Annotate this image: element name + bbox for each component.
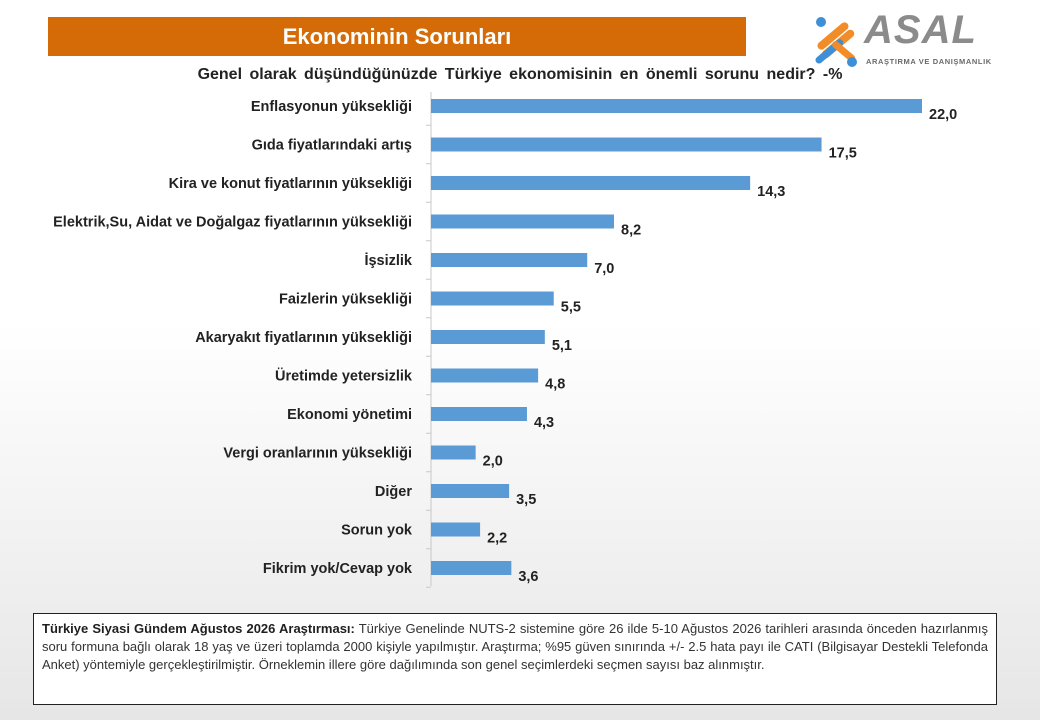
data-label: 5,1 xyxy=(552,338,572,354)
category-label: Sorun yok xyxy=(341,523,413,539)
bar xyxy=(431,137,822,152)
data-label: 4,3 xyxy=(534,415,554,431)
bar xyxy=(431,407,527,421)
data-label: 3,6 xyxy=(518,569,538,585)
bar xyxy=(431,253,588,267)
note-body: Türkiye Genelinde NUTS-2 sistemine göre … xyxy=(42,621,988,672)
logo-tagline: ARAŞTIRMA VE DANIŞMANLIK xyxy=(866,57,992,66)
bar xyxy=(431,291,554,306)
category-label: İşsizlik xyxy=(364,252,412,269)
category-label: Fikrim yok/Cevap yok xyxy=(263,561,413,577)
category-label: Akaryakıt fiyatlarının yüksekliği xyxy=(195,330,412,346)
bar xyxy=(431,484,510,498)
category-label: Vergi oranlarının yüksekliği xyxy=(223,446,412,462)
category-label: Elektrik,Su, Aidat ve Doğalgaz fiyatları… xyxy=(53,215,412,231)
data-label: 7,0 xyxy=(594,261,614,277)
data-label: 2,0 xyxy=(483,454,503,470)
category-label: Faizlerin yüksekliği xyxy=(279,292,412,308)
bar xyxy=(431,368,539,383)
chart-title: Genel olarak düşündüğünüzde Türkiye ekon… xyxy=(197,66,843,83)
bar xyxy=(431,214,615,229)
data-label: 17,5 xyxy=(829,146,857,162)
methodology-note: Türkiye Siyasi Gündem Ağustos 2026 Araşt… xyxy=(33,613,997,705)
data-label: 2,2 xyxy=(487,531,507,547)
bar xyxy=(431,561,512,575)
category-label: Enflasyonun yüksekliği xyxy=(251,99,412,115)
bar-chart: Enflasyonun yüksekliği 22,0 Gıda fiyatları… xyxy=(53,92,957,588)
bar xyxy=(431,99,922,113)
category-label: Üretimde yetersizlik xyxy=(275,368,413,385)
category-label: Kira ve konut fiyatlarının yüksekliği xyxy=(169,176,412,192)
bar xyxy=(431,522,481,537)
category-label: Diğer xyxy=(375,484,412,500)
data-label: 5,5 xyxy=(561,300,581,316)
page-title: Ekonominin Sorunları xyxy=(282,23,512,49)
bar xyxy=(431,330,545,344)
data-label: 4,8 xyxy=(545,377,565,393)
category-label: Ekonomi yönetimi xyxy=(287,407,412,423)
data-label: 3,5 xyxy=(516,492,536,508)
bar xyxy=(431,445,476,460)
data-label: 14,3 xyxy=(757,184,785,200)
asal-logo: ASAL ARAŞTIRMA VE DANIŞMANLIK xyxy=(806,8,996,72)
logo-wordmark: ASAL xyxy=(864,8,977,52)
note-heading: Türkiye Siyasi Gündem Ağustos 2026 Araşt… xyxy=(42,621,355,636)
data-label: 22,0 xyxy=(929,107,957,123)
data-label: 8,2 xyxy=(621,223,641,239)
bar xyxy=(431,176,751,190)
logo-mark-icon xyxy=(815,17,857,67)
category-label: Gıda fiyatlarındaki artış xyxy=(252,138,412,154)
page-title-banner: Ekonominin Sorunları xyxy=(48,17,746,56)
